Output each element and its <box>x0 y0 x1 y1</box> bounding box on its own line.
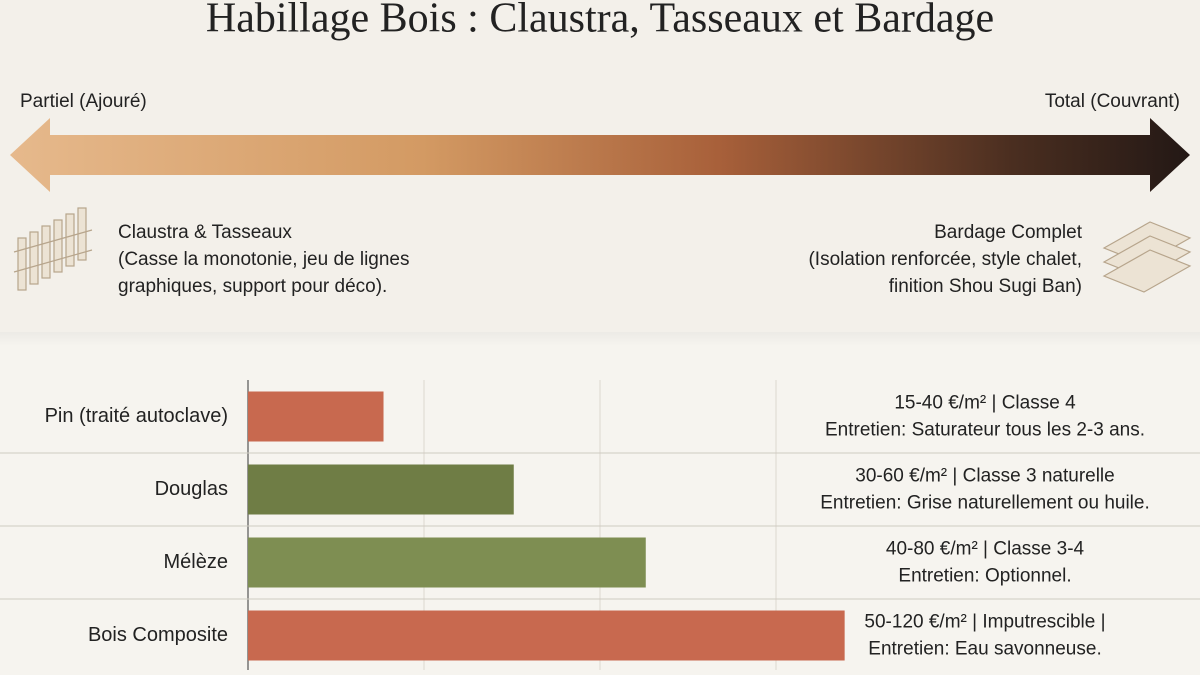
category-label: Douglas <box>155 478 228 500</box>
right-line: finition Shou Sugi Ban) <box>889 276 1082 297</box>
row-note: 30-60 €/m² | Classe 3 naturelle <box>855 466 1114 487</box>
category-label: Pin (traité autoclave) <box>45 405 228 427</box>
category-label: Mélèze <box>164 551 228 573</box>
row-note: 15-40 €/m² | Classe 4 <box>894 393 1076 414</box>
claustra-icon <box>13 207 93 291</box>
row-note: 40-80 €/m² | Classe 3-4 <box>886 539 1085 560</box>
row-note: Entretien: Eau savonneuse. <box>868 639 1101 660</box>
left-line: graphiques, support pour déco). <box>118 276 387 297</box>
row-note: Entretien: Saturateur tous les 2-3 ans. <box>825 420 1145 441</box>
right-heading: Bardage Complet <box>934 222 1083 243</box>
left-line: (Casse la monotonie, jeu de lignes <box>118 249 410 270</box>
bardage-icon <box>1102 221 1192 293</box>
left-label: Partiel (Ajouré) <box>20 91 147 112</box>
category-label: Bois Composite <box>88 624 228 646</box>
left-heading: Claustra & Tasseaux <box>118 222 292 243</box>
panel-shadow <box>0 332 1200 346</box>
row-note: 50-120 €/m² | Imputrescible | <box>864 612 1105 633</box>
bar <box>248 537 646 588</box>
right-line: (Isolation renforcée, style chalet, <box>808 249 1082 270</box>
row-note: Entretien: Grise naturellement ou huile. <box>820 493 1150 514</box>
bar <box>248 391 384 442</box>
bar <box>248 610 845 661</box>
row-note: Entretien: Optionnel. <box>898 566 1071 587</box>
bar <box>248 464 514 515</box>
title: Habillage Bois : Claustra, Tasseaux et B… <box>206 0 994 42</box>
right-label: Total (Couvrant) <box>1045 91 1180 112</box>
spectrum-arrow <box>10 118 1190 192</box>
